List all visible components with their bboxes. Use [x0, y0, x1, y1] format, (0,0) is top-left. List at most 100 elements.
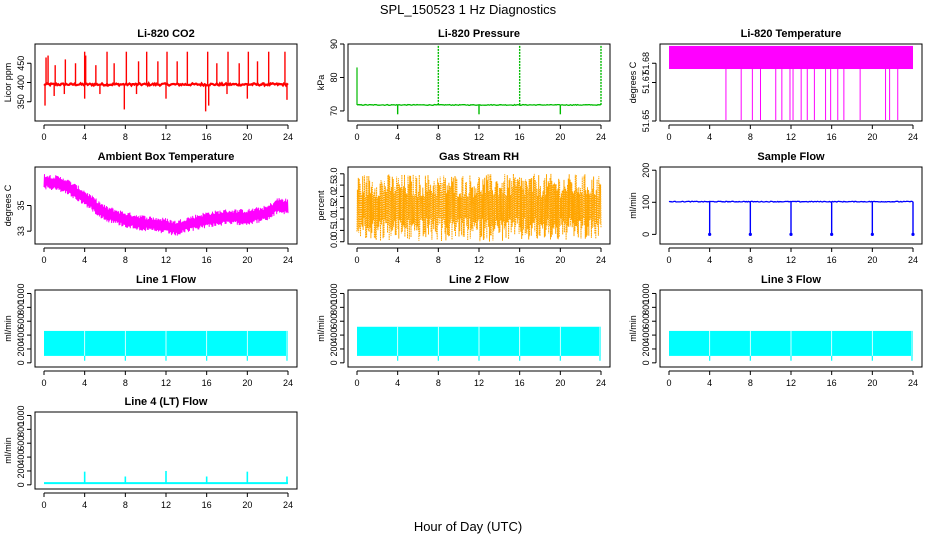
x-tick-label: 12 [786, 132, 796, 142]
x-tick-label: 24 [596, 378, 606, 388]
plot-frame [347, 289, 611, 368]
panel-title: Li-820 Pressure [438, 28, 520, 40]
y-tick-label: 800 [16, 300, 26, 315]
y-tick-label: 400 [641, 328, 651, 343]
plot-frame [347, 43, 611, 122]
plot-frame [659, 166, 923, 245]
x-tick-label: 8 [748, 255, 753, 265]
plot-frame [659, 43, 923, 122]
x-tick-label: 24 [908, 132, 918, 142]
data-marks [669, 330, 913, 361]
y-tick-label: 33 [16, 226, 26, 236]
x-tick-label: 4 [82, 378, 87, 388]
y-tick-label: 100 [641, 195, 651, 210]
x-tick-label: 16 [515, 132, 525, 142]
x-tick-label: 24 [596, 255, 606, 265]
x-axis: 0 4 8 12 16 20 24 [354, 247, 606, 265]
y-tick-label: 200 [641, 341, 651, 356]
y-tick-label: 0 [16, 360, 26, 365]
x-axis: 0 4 8 12 16 20 24 [41, 492, 293, 510]
y-tick-label: 0 [329, 360, 339, 365]
y-tick-label: 3.0 [329, 168, 339, 181]
y-tick-label: 200 [329, 341, 339, 356]
x-tick-label: 4 [82, 500, 87, 510]
y-axis-label: ml/min [628, 315, 638, 342]
panel-6: Sample Flow ml/min 0 4 8 12 16 20 24 0 100 200 [628, 151, 923, 265]
x-tick-label: 0 [354, 132, 359, 142]
series-line [43, 174, 289, 236]
y-tick-label: 0.0 [329, 235, 339, 248]
x-tick-label: 0 [41, 378, 46, 388]
data-marks [44, 330, 288, 361]
x-tick-label: 24 [908, 255, 918, 265]
panel-4: Ambient Box Temperature degrees C 0 4 8 12 16 2… [3, 151, 298, 265]
y-tick-label: 2.0 [329, 190, 339, 203]
x-tick-label: 20 [242, 378, 252, 388]
y-tick-label: 0 [641, 360, 651, 365]
x-tick-label: 12 [786, 378, 796, 388]
x-tick-label: 4 [707, 378, 712, 388]
x-tick-label: 16 [827, 132, 837, 142]
x-tick-label: 12 [161, 132, 171, 142]
y-tick-label: 1000 [16, 405, 26, 425]
y-axis-label: percent [316, 190, 326, 221]
x-tick-label: 16 [827, 255, 837, 265]
panel-title: Li-820 Temperature [741, 28, 842, 40]
panel-3: Li-820 Temperature degrees C 0 4 8 12 16 20 24 51… [628, 28, 923, 142]
x-tick-label: 16 [515, 378, 525, 388]
y-tick-label: 1.5 [329, 202, 339, 215]
panel-title: Gas Stream RH [439, 151, 519, 163]
x-tick-label: 12 [161, 500, 171, 510]
panel-title: Line 1 Flow [136, 274, 196, 286]
y-axis-label: degrees C [3, 184, 13, 226]
x-axis: 0 4 8 12 16 20 24 [41, 370, 293, 388]
data-marks [356, 45, 602, 115]
x-axis: 0 4 8 12 16 20 24 [666, 370, 918, 388]
panel-7: Line 1 Flow ml/min 0 4 8 12 16 20 24 0 20040060080… [3, 274, 298, 388]
x-tick-label: 0 [666, 255, 671, 265]
y-tick-label: 70 [329, 106, 339, 116]
panel-8: Line 2 Flow ml/min 0 4 8 12 16 20 24 0 20040060080… [316, 274, 611, 388]
y-tick-label: 600 [16, 314, 26, 329]
x-tick-label: 16 [515, 255, 525, 265]
y-axis-label: ml/min [3, 315, 13, 342]
y-tick-label: 2.5 [329, 179, 339, 192]
y-tick-label: 400 [16, 75, 26, 90]
x-tick-label: 24 [283, 255, 293, 265]
figure-xlabel: Hour of Day (UTC) [414, 519, 522, 534]
x-tick-label: 8 [748, 378, 753, 388]
x-tick-label: 4 [707, 132, 712, 142]
dip-point [911, 232, 915, 236]
x-axis: 0 4 8 12 16 20 24 [666, 124, 918, 142]
y-tick-label: 800 [329, 300, 339, 315]
dip-point [708, 232, 712, 236]
dip-point [789, 232, 793, 236]
panel-5: Gas Stream RH percent 0 4 8 12 16 20 24 0.00.51.0… [316, 151, 611, 265]
x-tick-label: 16 [202, 255, 212, 265]
x-tick-label: 20 [867, 132, 877, 142]
y-tick-label: 80 [329, 72, 339, 82]
x-tick-label: 20 [867, 255, 877, 265]
y-axis-label: Licor ppm [3, 63, 13, 103]
x-tick-label: 16 [202, 378, 212, 388]
y-tick-label: 51.68 [641, 52, 651, 75]
data-marks [669, 45, 913, 120]
panel-title: Line 3 Flow [761, 274, 821, 286]
panel-title: Ambient Box Temperature [98, 151, 235, 163]
dip-point [830, 232, 834, 236]
x-axis: 0 4 8 12 16 20 24 [354, 370, 606, 388]
x-tick-label: 12 [474, 255, 484, 265]
plot-frame [659, 289, 923, 368]
y-axis-label: ml/min [3, 437, 13, 464]
x-tick-label: 4 [395, 132, 400, 142]
x-tick-label: 0 [666, 132, 671, 142]
y-tick-label: 1000 [641, 283, 651, 303]
dip-point [870, 232, 874, 236]
data-marks [43, 51, 289, 112]
y-tick-label: 450 [16, 56, 26, 71]
y-axis: 350 400 450 [16, 56, 32, 109]
x-tick-label: 20 [555, 378, 565, 388]
